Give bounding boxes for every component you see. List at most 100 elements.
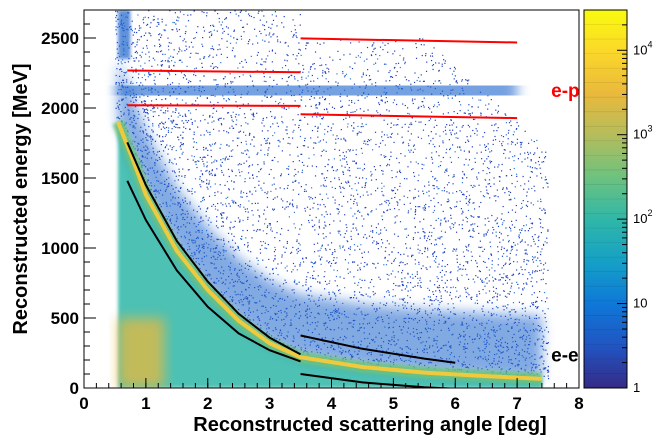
heatmap-point <box>357 210 359 213</box>
heatmap-point <box>325 141 327 143</box>
heatmap-point <box>444 171 446 173</box>
heatmap-point <box>311 225 314 228</box>
heatmap-point <box>307 271 309 274</box>
heatmap-point <box>453 224 455 226</box>
heatmap-point <box>216 216 218 218</box>
heatmap-point <box>374 190 377 192</box>
heatmap-point <box>295 283 297 285</box>
heatmap-point <box>402 299 404 301</box>
heatmap-point <box>263 24 266 27</box>
heatmap-point <box>371 236 373 239</box>
heatmap-point <box>238 249 240 251</box>
heatmap-point <box>542 348 544 350</box>
heatmap-point <box>227 168 230 171</box>
heatmap-point <box>414 148 416 150</box>
heatmap-point <box>371 45 373 47</box>
heatmap-point <box>518 234 520 236</box>
heatmap-point <box>196 148 198 151</box>
heatmap-point <box>238 15 240 17</box>
heatmap-point <box>240 238 243 240</box>
heatmap-point <box>355 217 358 219</box>
heatmap-point <box>205 148 207 150</box>
heatmap-point <box>434 146 436 148</box>
heatmap-point <box>313 270 315 272</box>
heatmap-point <box>279 233 282 235</box>
heatmap-point <box>311 266 314 268</box>
heatmap-point <box>462 177 464 179</box>
heatmap-point <box>247 150 249 152</box>
heatmap-point <box>544 312 546 315</box>
heatmap-point <box>273 132 276 134</box>
heatmap-point <box>201 158 203 160</box>
heatmap-point <box>272 134 274 137</box>
heatmap-point <box>503 273 505 275</box>
heatmap-point <box>215 220 218 222</box>
heatmap-point <box>508 199 510 201</box>
heatmap-point <box>537 257 539 259</box>
heatmap-point <box>511 248 513 250</box>
heatmap-point <box>272 159 274 161</box>
heatmap-point <box>476 294 478 296</box>
heatmap-point <box>284 251 286 253</box>
heatmap-point <box>524 230 526 232</box>
heatmap-point <box>298 242 300 245</box>
heatmap-point <box>295 173 297 176</box>
heatmap-point <box>357 209 359 212</box>
heatmap-point <box>210 34 213 37</box>
heatmap-point <box>299 14 301 16</box>
heatmap-point <box>153 19 155 21</box>
heatmap-point <box>365 143 367 145</box>
heatmap-point <box>474 302 476 304</box>
heatmap-point <box>525 282 527 284</box>
heatmap-point <box>280 198 283 200</box>
heatmap-point <box>251 210 253 212</box>
heatmap-point <box>161 155 163 157</box>
heatmap-point <box>452 250 454 252</box>
heatmap-point <box>214 205 216 208</box>
heatmap-point <box>329 232 331 234</box>
heatmap-point <box>545 367 547 369</box>
heatmap-point <box>220 143 222 146</box>
heatmap-point <box>210 156 213 158</box>
heatmap-point <box>459 146 461 149</box>
heatmap-point <box>240 35 242 38</box>
heatmap-point <box>423 205 426 207</box>
heatmap-point <box>494 139 497 141</box>
heatmap-point <box>297 155 299 157</box>
heatmap-point <box>523 287 526 289</box>
heatmap-point <box>359 278 361 280</box>
heatmap-point <box>222 221 224 223</box>
heatmap-point <box>211 45 214 47</box>
heatmap-point <box>422 190 424 192</box>
heatmap-point <box>203 30 206 32</box>
heatmap-point <box>463 174 466 176</box>
heatmap-point <box>310 137 312 139</box>
heatmap-point <box>515 269 518 271</box>
heatmap-point <box>187 14 189 16</box>
heatmap-point <box>339 230 341 232</box>
heatmap-point <box>459 190 461 192</box>
heatmap-point <box>442 142 444 144</box>
heatmap-point <box>267 243 269 246</box>
heatmap-point <box>232 246 234 248</box>
heatmap-point <box>178 47 180 49</box>
heatmap-point <box>379 232 382 234</box>
heatmap-point <box>429 55 432 57</box>
heatmap-point <box>237 247 239 249</box>
heatmap-point <box>426 237 429 239</box>
heatmap-point <box>144 124 146 126</box>
heatmap-point <box>233 37 235 39</box>
heatmap-point <box>502 277 504 279</box>
heatmap-point <box>355 176 357 178</box>
heatmap-point <box>247 216 249 218</box>
heatmap-point <box>313 202 315 204</box>
heatmap-point <box>490 150 493 152</box>
heatmap-point <box>344 232 346 235</box>
heatmap-point <box>432 255 434 257</box>
heatmap-point <box>471 168 473 171</box>
heatmap-point <box>526 259 528 261</box>
heatmap-point <box>544 211 546 214</box>
heatmap-point <box>225 17 228 19</box>
heatmap-point <box>507 143 509 145</box>
heatmap-point <box>360 244 362 246</box>
